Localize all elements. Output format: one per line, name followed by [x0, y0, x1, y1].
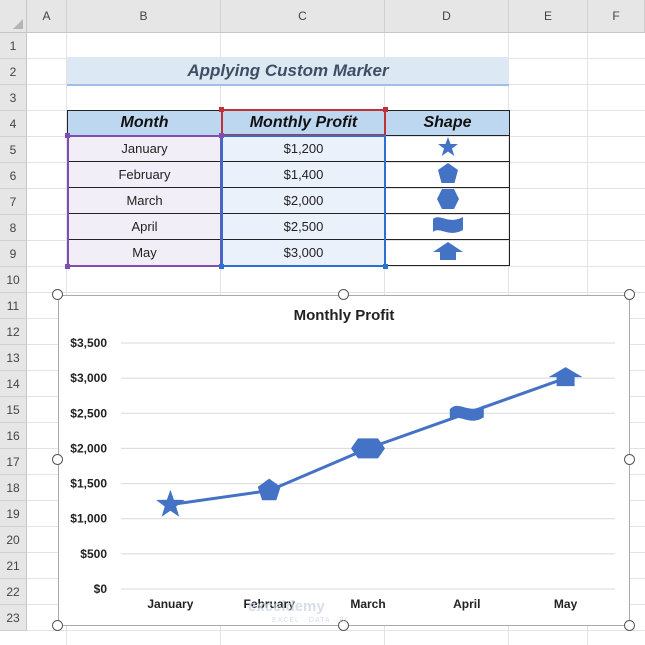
watermark-logo: exceldemy — [248, 598, 325, 615]
x-tick-label: February — [244, 597, 296, 611]
row-header-11[interactable]: 11 — [0, 293, 27, 319]
wave-flag-icon — [432, 217, 463, 233]
row-header-14[interactable]: 14 — [0, 371, 27, 397]
month-cell[interactable]: March — [67, 187, 222, 214]
header-shape[interactable]: Shape — [385, 110, 510, 136]
table-row: March $2,000 — [67, 187, 510, 214]
data-table: Month Monthly Profit Shape January $1,20… — [67, 110, 510, 266]
x-tick-label: March — [350, 597, 385, 611]
row-header-7[interactable]: 7 — [0, 189, 27, 215]
row-header-3[interactable]: 3 — [0, 85, 27, 111]
table-header-row: Month Monthly Profit Shape — [67, 110, 510, 136]
shape-cell[interactable] — [385, 135, 510, 162]
row-header-19[interactable]: 19 — [0, 501, 27, 527]
shape-cell[interactable] — [385, 213, 510, 240]
range-handle[interactable] — [383, 107, 388, 112]
y-tick-label: $3,000 — [70, 371, 107, 385]
row-header-8[interactable]: 8 — [0, 215, 27, 241]
star-icon — [437, 137, 458, 156]
row-header-16[interactable]: 16 — [0, 423, 27, 449]
row-header-12[interactable]: 12 — [0, 319, 27, 345]
row-header-18[interactable]: 18 — [0, 475, 27, 501]
pentagon-marker — [257, 478, 281, 501]
y-tick-label: $1,500 — [70, 477, 107, 491]
range-handle[interactable] — [219, 133, 224, 138]
up-arrow-marker — [548, 367, 583, 387]
month-cell[interactable]: January — [67, 135, 222, 162]
column-header-a[interactable]: A — [27, 0, 67, 33]
range-handle[interactable] — [65, 264, 70, 269]
header-monthly-profit[interactable]: Monthly Profit — [221, 110, 386, 136]
table-row: February $1,400 — [67, 161, 510, 188]
month-cell[interactable]: February — [67, 161, 222, 188]
row-header-15[interactable]: 15 — [0, 397, 27, 423]
shape-cell[interactable] — [385, 239, 510, 266]
chart-resize-handle[interactable] — [338, 289, 349, 300]
column-header-f[interactable]: F — [588, 0, 645, 33]
y-tick-label: $0 — [94, 582, 108, 596]
y-tick-label: $500 — [80, 547, 107, 561]
row-header-17[interactable]: 17 — [0, 449, 27, 475]
row-header-21[interactable]: 21 — [0, 553, 27, 579]
chart-resize-handle[interactable] — [624, 620, 635, 631]
up-arrow-icon — [432, 242, 463, 260]
row-header-20[interactable]: 20 — [0, 527, 27, 553]
row-header-10[interactable]: 10 — [0, 267, 27, 293]
month-cell[interactable]: April — [67, 213, 222, 240]
range-handle[interactable] — [219, 264, 224, 269]
hexagon-icon — [436, 189, 459, 209]
shape-cell[interactable] — [385, 161, 510, 188]
sheet-title[interactable]: Applying Custom Marker — [67, 57, 509, 86]
row-header-22[interactable]: 22 — [0, 579, 27, 605]
profit-cell[interactable]: $2,500 — [221, 213, 386, 240]
table-row: January $1,200 — [67, 135, 510, 162]
watermark-tagline: EXCEL · DATA · BI — [272, 617, 348, 624]
row-header-13[interactable]: 13 — [0, 345, 27, 371]
range-handle[interactable] — [383, 264, 388, 269]
range-handle[interactable] — [219, 107, 224, 112]
chart-resize-handle[interactable] — [624, 454, 635, 465]
row-header-4[interactable]: 4 — [0, 111, 27, 137]
x-tick-label: April — [453, 597, 480, 611]
y-tick-label: $1,000 — [70, 512, 107, 526]
chart-resize-handle[interactable] — [52, 289, 63, 300]
chart-resize-handle[interactable] — [338, 620, 349, 631]
range-handle[interactable] — [65, 133, 70, 138]
table-row: May $3,000 — [67, 239, 510, 266]
chart-resize-handle[interactable] — [52, 454, 63, 465]
chart-area[interactable]: Monthly Profit $0 $500 $1,000 $1,500 $2,000 $… — [58, 295, 630, 626]
column-header-d[interactable]: D — [385, 0, 509, 33]
chart-title[interactable]: Monthly Profit — [293, 307, 395, 324]
profit-cell[interactable]: $2,000 — [221, 187, 386, 214]
row-header-2[interactable]: 2 — [0, 59, 27, 85]
row-header-5[interactable]: 5 — [0, 137, 27, 163]
chart-resize-handle[interactable] — [624, 289, 635, 300]
header-month[interactable]: Month — [67, 110, 222, 136]
row-header-1[interactable]: 1 — [0, 33, 27, 59]
column-header-c[interactable]: C — [221, 0, 385, 33]
select-all-corner[interactable] — [0, 0, 27, 33]
profit-cell[interactable]: $1,400 — [221, 161, 386, 188]
chart-resize-handle[interactable] — [52, 620, 63, 631]
profit-cell[interactable]: $3,000 — [221, 239, 386, 266]
row-header-9[interactable]: 9 — [0, 241, 27, 267]
y-tick-label: $2,000 — [70, 441, 107, 455]
column-header-e[interactable]: E — [509, 0, 588, 33]
chart-plot[interactable]: $0 $500 $1,000 $1,500 $2,000 $2,500 $3,000 $3,5… — [59, 296, 629, 625]
hexagon-marker — [351, 438, 385, 459]
profit-cell[interactable]: $1,200 — [221, 135, 386, 162]
star-marker — [156, 489, 185, 517]
month-cell[interactable]: May — [67, 239, 222, 266]
row-header-6[interactable]: 6 — [0, 163, 27, 189]
table-row: April $2,500 — [67, 213, 510, 240]
x-tick-label: May — [554, 597, 578, 611]
pentagon-icon — [437, 163, 458, 183]
y-tick-label: $2,500 — [70, 406, 107, 420]
x-tick-label: January — [147, 597, 193, 611]
column-header-b[interactable]: B — [67, 0, 221, 33]
wave-marker — [449, 405, 484, 422]
y-tick-label: $3,500 — [70, 336, 107, 350]
row-header-23[interactable]: 23 — [0, 605, 27, 631]
shape-cell[interactable] — [385, 187, 510, 214]
